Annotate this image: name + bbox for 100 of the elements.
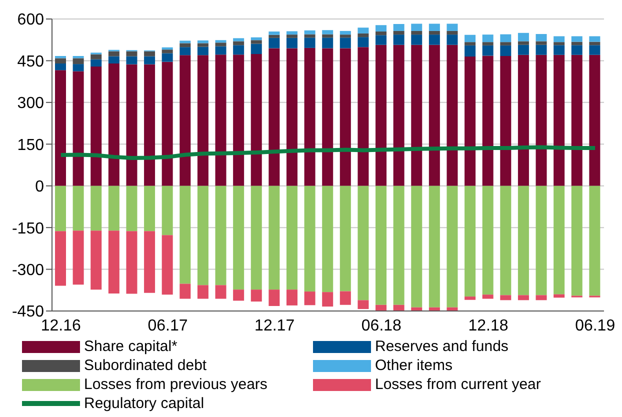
x-tick-label: 06.19 xyxy=(575,317,616,334)
bar xyxy=(500,45,512,56)
bar xyxy=(322,186,334,292)
bar xyxy=(322,38,334,48)
bar xyxy=(571,42,582,46)
bar xyxy=(589,54,600,186)
legend-label: Losses from previous years xyxy=(84,375,268,394)
bar xyxy=(250,37,262,40)
bar xyxy=(393,186,404,305)
bar xyxy=(233,54,244,186)
bar xyxy=(233,186,244,290)
x-tick-label: 06.18 xyxy=(361,317,402,334)
bar xyxy=(322,292,334,307)
bar xyxy=(411,30,422,35)
bar xyxy=(358,47,369,186)
bar xyxy=(55,58,66,64)
bar xyxy=(518,295,529,300)
bar xyxy=(358,33,369,38)
bar xyxy=(126,56,138,64)
bar xyxy=(268,38,280,48)
bar xyxy=(215,40,226,43)
bar xyxy=(162,62,173,186)
bar xyxy=(250,54,262,186)
bar xyxy=(215,46,226,55)
x-tick-label: 12.18 xyxy=(468,317,508,334)
bar xyxy=(376,35,387,45)
bar xyxy=(411,44,422,186)
bar xyxy=(144,186,156,232)
bar xyxy=(304,34,316,38)
bar xyxy=(144,64,156,186)
bar xyxy=(536,34,547,42)
bar xyxy=(446,24,458,31)
bar xyxy=(446,30,458,35)
bar xyxy=(518,54,529,186)
bar xyxy=(482,42,494,46)
bar xyxy=(322,30,334,34)
bar xyxy=(589,186,600,296)
bar xyxy=(500,42,512,46)
bar xyxy=(215,54,226,186)
bar xyxy=(482,34,494,42)
bar xyxy=(108,186,120,231)
bar xyxy=(464,45,476,57)
bar xyxy=(571,186,582,296)
legend-label: Reserves and funds xyxy=(375,337,508,356)
bar xyxy=(108,63,120,186)
bar xyxy=(500,186,512,296)
bar xyxy=(215,285,226,299)
bar xyxy=(268,34,280,38)
bar xyxy=(536,295,547,300)
legend-label: Regulatory capital xyxy=(84,394,204,413)
y-tick-label: 300 xyxy=(17,95,44,112)
bar xyxy=(162,186,173,236)
bar xyxy=(90,186,102,231)
bar xyxy=(411,34,422,45)
line-series xyxy=(58,145,598,160)
bar xyxy=(358,186,369,300)
bar xyxy=(376,186,387,305)
bar xyxy=(340,291,351,305)
bar xyxy=(126,64,138,186)
bar xyxy=(464,56,476,186)
bar xyxy=(72,186,84,231)
bar xyxy=(286,31,298,35)
bar xyxy=(393,34,404,45)
bar xyxy=(304,38,316,48)
bar xyxy=(90,66,102,186)
bar xyxy=(393,304,404,311)
bar xyxy=(322,34,334,38)
bar xyxy=(376,44,387,186)
legend-label: Share capital* xyxy=(84,337,178,356)
bar xyxy=(340,186,351,292)
bar xyxy=(268,32,280,35)
bar xyxy=(482,294,494,299)
x-tick-label: 12.17 xyxy=(254,317,295,334)
bar xyxy=(197,40,208,44)
bar xyxy=(554,45,565,55)
bar xyxy=(108,51,120,56)
bar xyxy=(286,186,298,290)
bar xyxy=(358,300,369,310)
bar xyxy=(268,48,280,186)
bar xyxy=(482,45,494,56)
bar xyxy=(571,45,582,55)
bar xyxy=(197,285,208,299)
bar xyxy=(286,48,298,186)
bar xyxy=(554,294,565,298)
bar xyxy=(286,34,298,38)
bar xyxy=(428,30,440,35)
bar xyxy=(197,186,208,286)
bar xyxy=(215,186,226,286)
bar xyxy=(500,295,512,300)
bar xyxy=(428,44,440,186)
bar xyxy=(464,296,476,300)
bar xyxy=(90,54,102,60)
bar xyxy=(180,186,191,284)
bar xyxy=(126,186,138,232)
bar xyxy=(72,56,84,58)
bar xyxy=(286,290,298,306)
x-tick-label: 06.17 xyxy=(148,317,188,334)
bar xyxy=(250,290,262,302)
bar xyxy=(464,34,476,42)
bar xyxy=(500,56,512,186)
